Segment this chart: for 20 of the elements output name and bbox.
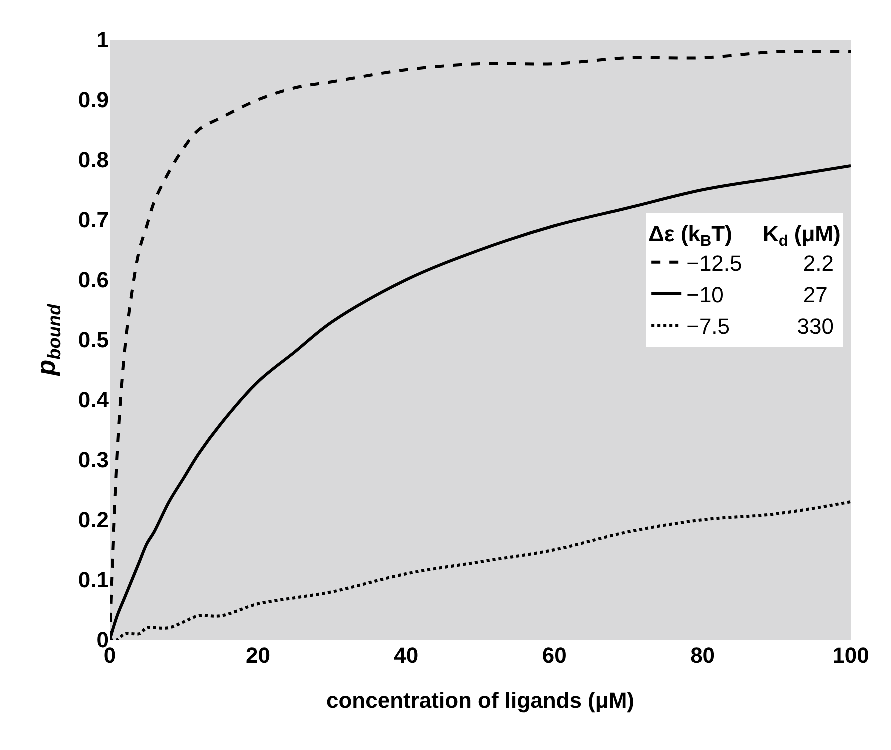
y-tick-label: 0.9 [78, 88, 109, 113]
x-tick-label: 20 [246, 643, 270, 668]
legend-title: Δε (k$_{B}$T) K$_{d}$ (μM) [648, 222, 841, 250]
x-axis-title: concentration of ligands (μM) [326, 688, 635, 713]
y-tick-label: 0.1 [78, 568, 109, 593]
y-tick-label: 0.4 [78, 388, 110, 413]
y-tick-label: 0.3 [78, 448, 109, 473]
legend-label: −12.5 2.2 [686, 250, 834, 276]
x-tick-label: 100 [832, 643, 870, 668]
legend-label: −7.5 330 [686, 314, 834, 340]
y-tick-label: 0.8 [78, 148, 109, 173]
y-tick-label: 0.5 [78, 328, 109, 353]
legend-label: −10 27 [686, 282, 828, 308]
x-tick-label: 40 [394, 643, 419, 668]
y-tick-label: 1 [96, 28, 109, 53]
x-tick-label: 80 [690, 643, 716, 668]
y-tick-label: 0.6 [78, 268, 109, 293]
y-tick-label: 0.7 [78, 208, 109, 233]
x-tick-label: 60 [542, 643, 567, 668]
y-tick-label: 0.2 [78, 508, 109, 533]
